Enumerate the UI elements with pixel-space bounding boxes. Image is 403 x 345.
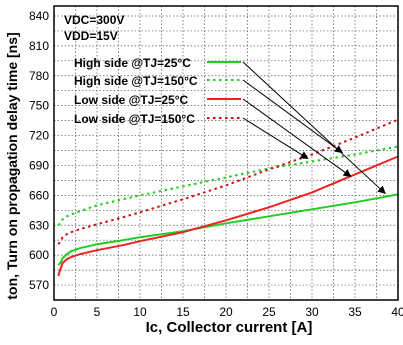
series-line-3 [57,155,399,277]
y-tick-label: 810 [29,39,49,53]
legend-label: High side @TJ=25°C [74,56,191,70]
test-conditions: VDC=300V VDD=15V [64,13,124,43]
tick-labels: 0 5 10 15 20 25 30 35 40 570 600 630 660 690 720 750 780… [29,9,403,319]
axis-labels: Ic, Collector current [A] ton, Turn on p… [4,32,312,336]
x-tick-label: 30 [305,305,319,319]
x-tick-label: 0 [51,305,58,319]
annotation-arrow [242,79,343,154]
condition-text: VDC=300V [64,13,124,27]
series-line-4 [57,118,399,245]
y-tick-label: 690 [29,158,49,172]
annotation-arrow [242,98,352,178]
annotation-arrows [242,61,386,195]
x-tick-label: 40 [391,305,403,319]
y-tick-label: 600 [29,248,49,262]
y-axis-label: ton, Turn on propagation delay time [ns] [4,32,20,299]
x-tick-label: 20 [219,305,233,319]
legend: High side @TJ=25°C High side @TJ=150°C Low… [74,56,241,126]
legend-label: Low side @TJ=150°C [74,112,195,126]
x-tick-label: 15 [176,305,190,319]
legend-label: High side @TJ=150°C [74,74,198,88]
y-tick-label: 750 [29,99,49,113]
y-tick-label: 780 [29,69,49,83]
plot-frame [53,5,399,301]
plot-border [53,5,399,301]
x-tick-label: 35 [348,305,362,319]
x-tick-label: 5 [94,305,101,319]
x-axis-label: Ic, Collector current [A] [146,319,313,336]
annotation-arrow [242,61,386,195]
y-tick-label: 720 [29,129,49,143]
x-tick-label: 25 [262,305,276,319]
grid [53,6,399,300]
y-tick-label: 630 [29,218,49,232]
y-tick-label: 840 [29,9,49,23]
y-tick-label: 570 [29,278,49,292]
series-lines [57,118,399,277]
annotation-arrow [242,117,309,160]
x-tick-label: 10 [133,305,147,319]
y-tick-label: 660 [29,188,49,202]
series-line-1 [57,193,399,266]
legend-label: Low side @TJ=25°C [74,93,189,107]
condition-text: VDD=15V [64,29,118,43]
